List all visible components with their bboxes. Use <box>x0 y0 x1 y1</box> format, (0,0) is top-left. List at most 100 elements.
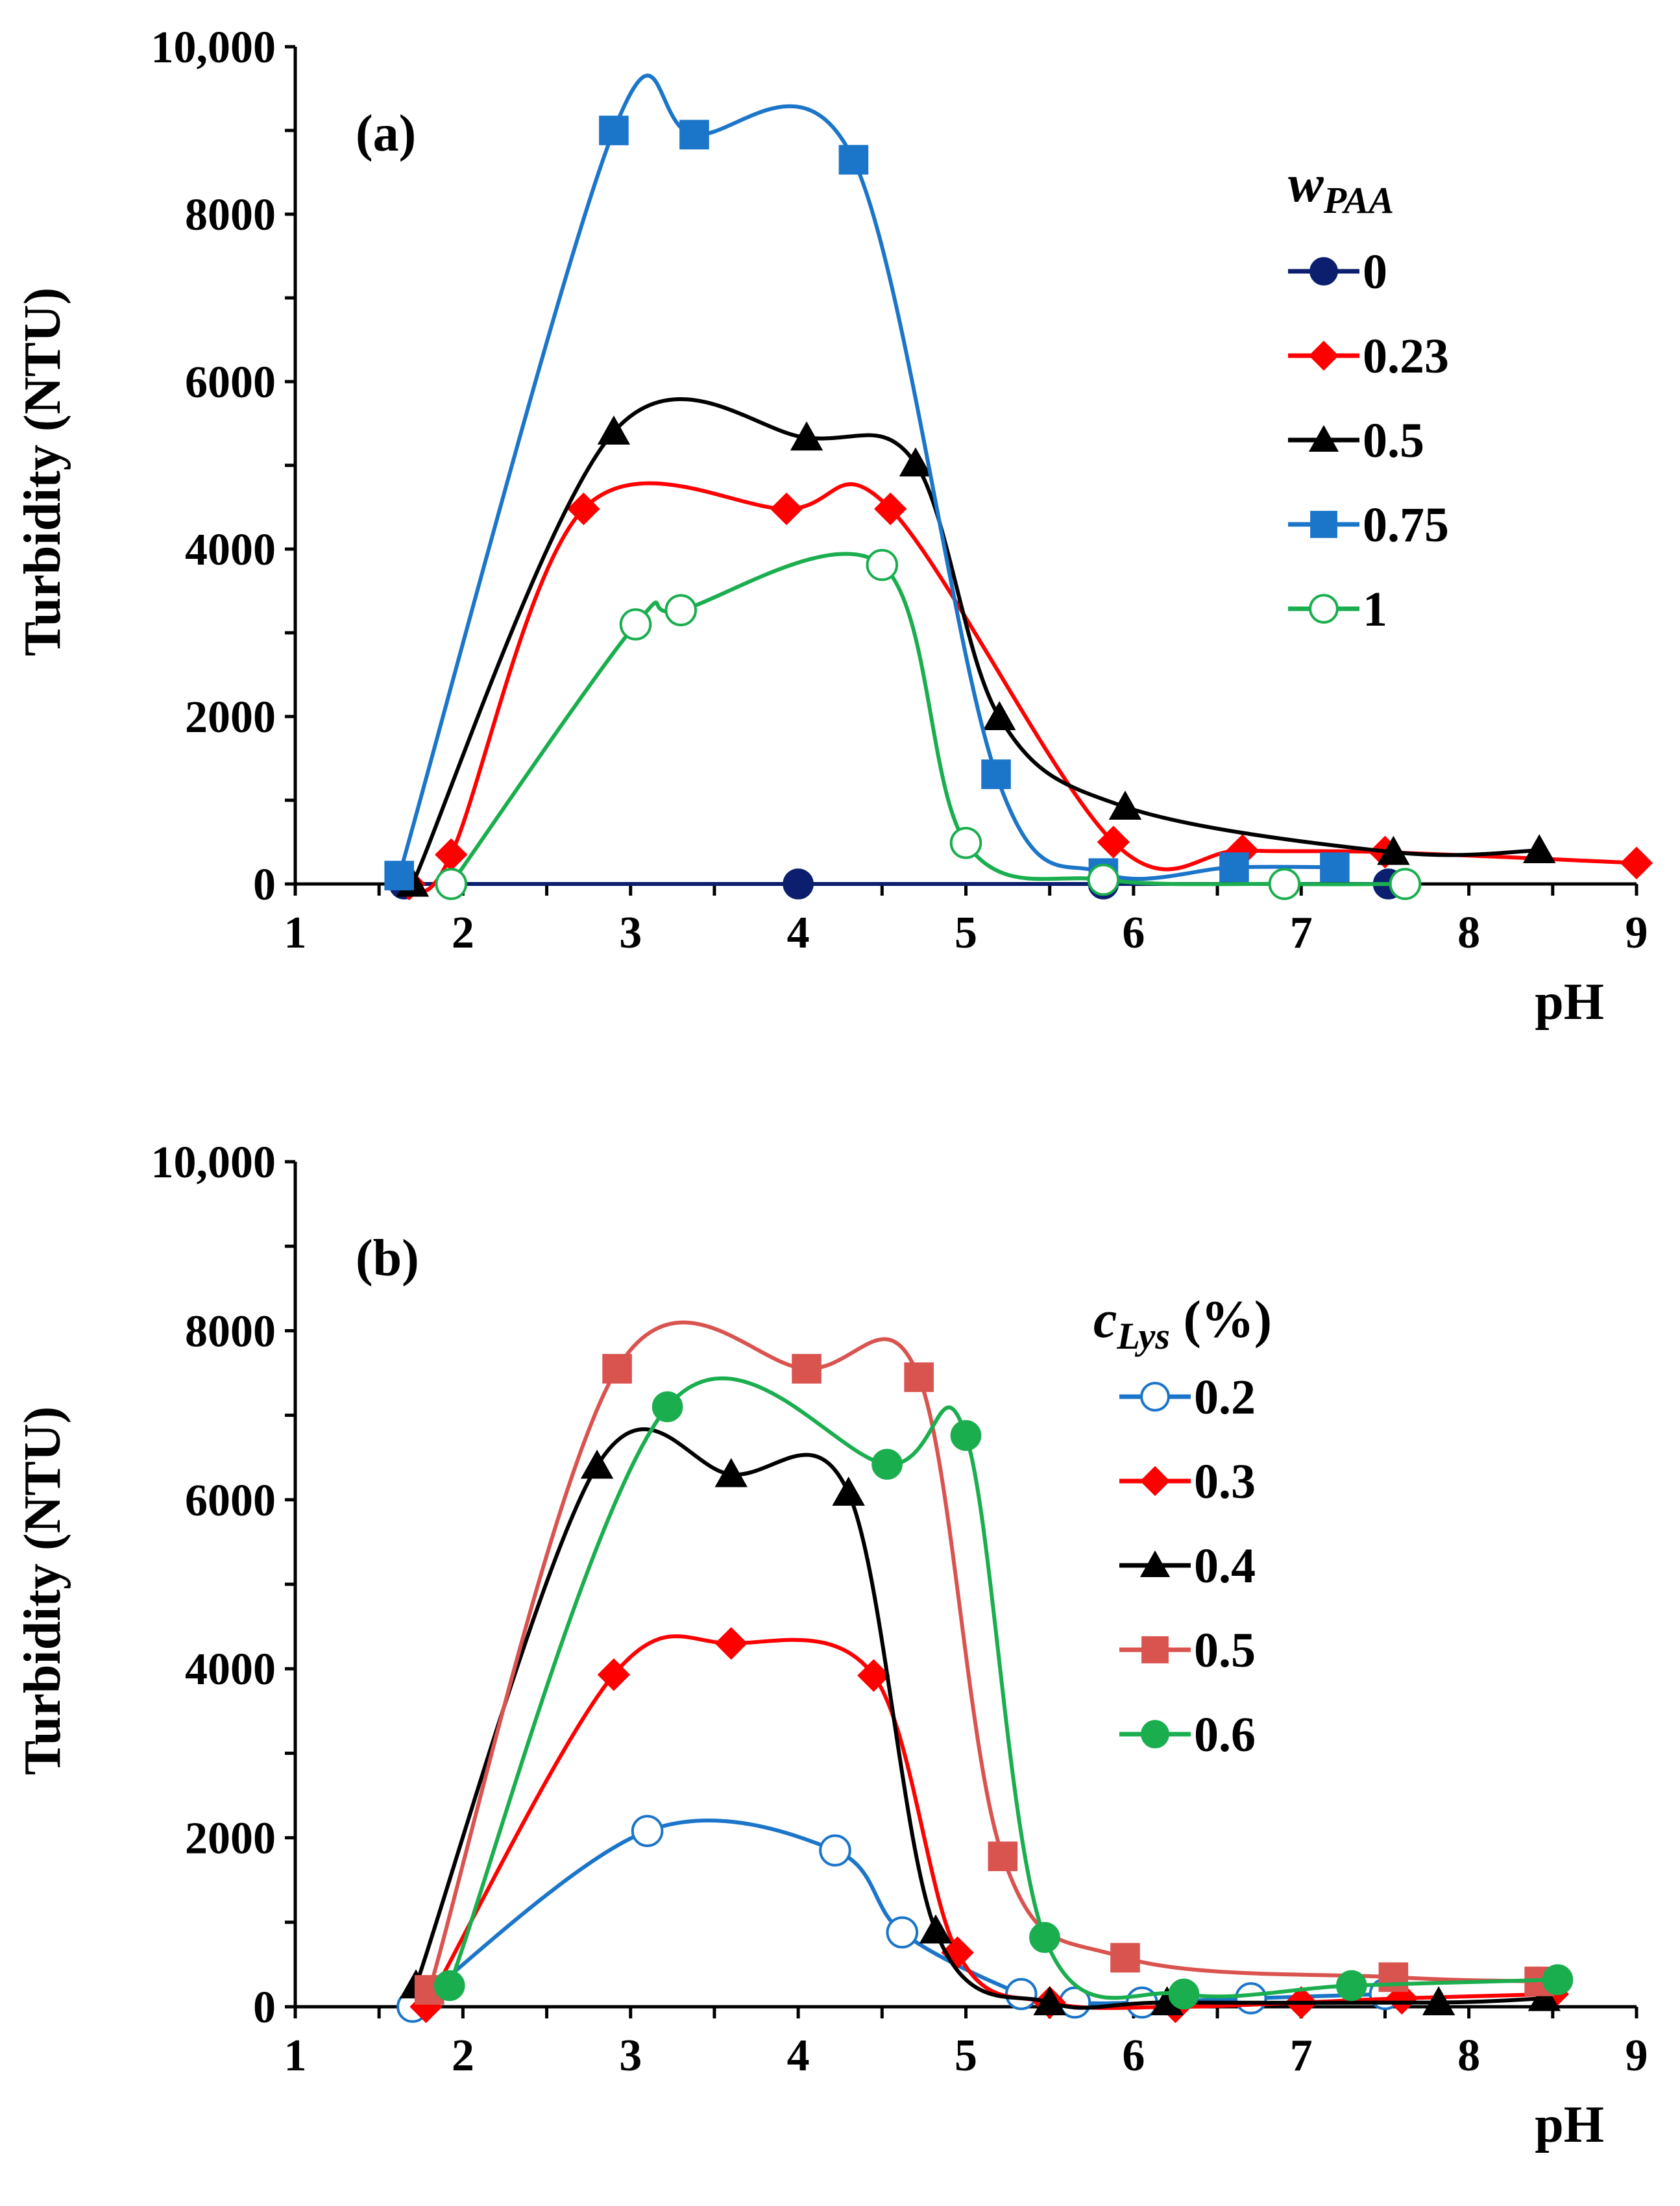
x-tick-label: 8 <box>1457 2031 1480 2081</box>
legend-marker <box>1310 511 1337 538</box>
series-0-2 <box>396 1815 1402 2023</box>
legend-label: 0.5 <box>1194 1623 1256 1678</box>
legend-label: 0.3 <box>1194 1454 1256 1509</box>
data-point <box>1528 1981 1561 2011</box>
series-line <box>410 1819 1387 2009</box>
x-tick-label: 9 <box>1625 908 1648 958</box>
data-point <box>1108 790 1142 820</box>
data-point <box>949 826 982 859</box>
data-point <box>770 492 803 526</box>
data-point <box>1422 1986 1455 2016</box>
data-point <box>919 1914 953 1944</box>
data-point <box>1378 1962 1409 1992</box>
data-point <box>792 1354 822 1384</box>
legend-label: 0.2 <box>1194 1370 1256 1425</box>
series-line <box>424 1634 1555 2010</box>
data-point <box>1335 1970 1367 2002</box>
data-point <box>435 868 468 900</box>
series-line <box>410 397 1542 886</box>
data-point <box>1389 868 1422 900</box>
y-tick-label: 10,000 <box>151 23 276 73</box>
data-point <box>1110 1943 1140 1973</box>
x-axis-label: pH <box>1535 2096 1604 2153</box>
data-point <box>567 492 600 526</box>
x-tick-label: 4 <box>787 2031 810 2081</box>
legend-item: 0.23 <box>1288 329 1449 384</box>
data-point <box>866 548 899 582</box>
data-point <box>1377 835 1410 865</box>
series-0-6 <box>433 1377 1574 2010</box>
y-tick-label: 2000 <box>185 1814 276 1864</box>
x-tick-label: 2 <box>452 2031 474 2081</box>
y-tick-label: 0 <box>253 860 276 910</box>
data-point <box>886 1916 919 1949</box>
series-line <box>414 1427 1546 2010</box>
data-point <box>981 759 1011 789</box>
data-point <box>819 1834 851 1867</box>
series-0-5 <box>414 1320 1554 2005</box>
data-point <box>857 1659 890 1692</box>
y-tick-label: 0 <box>253 1983 276 2033</box>
data-point <box>1234 1982 1267 2015</box>
x-tick-label: 5 <box>955 908 977 958</box>
axes: 0 2000 4000 6000 8000 10,000 1 2 3 4 5 6 7 8 9 <box>151 23 1648 958</box>
data-point <box>679 119 709 150</box>
chart-panel-a: (a) Turbidity (NTU) pH wPAA 020004000600… <box>14 23 1653 1031</box>
x-tick-label: 7 <box>1290 908 1313 958</box>
y-tick-label: 2000 <box>185 692 276 742</box>
series-0-23 <box>393 481 1653 901</box>
data-point <box>597 415 631 445</box>
legend-marker <box>1141 1720 1169 1748</box>
x-axis-label: pH <box>1535 974 1604 1031</box>
legend-label: 0.23 <box>1363 329 1449 384</box>
data-point <box>433 1970 465 2002</box>
x-tick-label: 6 <box>1122 908 1145 958</box>
data-point <box>664 594 698 626</box>
legend-label: 0.5 <box>1363 413 1424 468</box>
legend-item: 0.5 <box>1288 413 1424 468</box>
data-point <box>832 1477 865 1506</box>
chart-panel-b: (b) Turbidity (NTU) pH cLys (%) 0 2000 400… <box>14 1138 1648 2153</box>
data-point <box>619 608 652 641</box>
y-tick-label: 8000 <box>185 1306 276 1356</box>
data-point <box>871 1449 903 1480</box>
y-tick-label: 4000 <box>185 1645 276 1695</box>
series-group <box>396 1320 1574 2024</box>
x-tick-label: 1 <box>284 908 307 958</box>
y-axis-label: Turbidity (NTU) <box>14 288 71 656</box>
series-group <box>384 73 1653 901</box>
legend-marker <box>1309 257 1338 286</box>
data-point <box>904 1362 934 1392</box>
data-point <box>1168 1978 1200 2010</box>
y-tick-label: 6000 <box>185 358 276 408</box>
data-point <box>1150 1986 1184 2016</box>
series-line <box>407 481 1638 893</box>
data-point <box>790 421 823 451</box>
data-point <box>602 1354 632 1384</box>
data-point <box>435 838 468 872</box>
panel-label: (b) <box>356 1230 419 1287</box>
legend-marker <box>1308 340 1339 371</box>
legend-item: 0.6 <box>1119 1708 1256 1762</box>
data-point <box>384 861 414 890</box>
data-point <box>1268 868 1301 900</box>
data-point <box>950 1420 982 1451</box>
series-0-5 <box>396 397 1556 897</box>
data-point <box>1522 834 1556 864</box>
legend-label: 1 <box>1363 582 1387 637</box>
data-point <box>1219 852 1249 882</box>
legend-label: 0.75 <box>1363 498 1449 552</box>
x-tick-label: 9 <box>1625 2031 1648 2081</box>
data-point <box>1620 846 1653 879</box>
x-tick-label: 7 <box>1290 2031 1313 2081</box>
legend-label: 0.4 <box>1194 1539 1256 1593</box>
y-tick-label: 8000 <box>185 190 276 240</box>
data-point <box>783 868 814 900</box>
legend-title: cLys (%) <box>1093 1290 1272 1357</box>
legend-item: 0.5 <box>1119 1623 1256 1678</box>
data-point <box>988 1841 1018 1872</box>
data-point <box>651 1391 683 1423</box>
data-point <box>982 701 1016 730</box>
data-point <box>714 1458 748 1488</box>
